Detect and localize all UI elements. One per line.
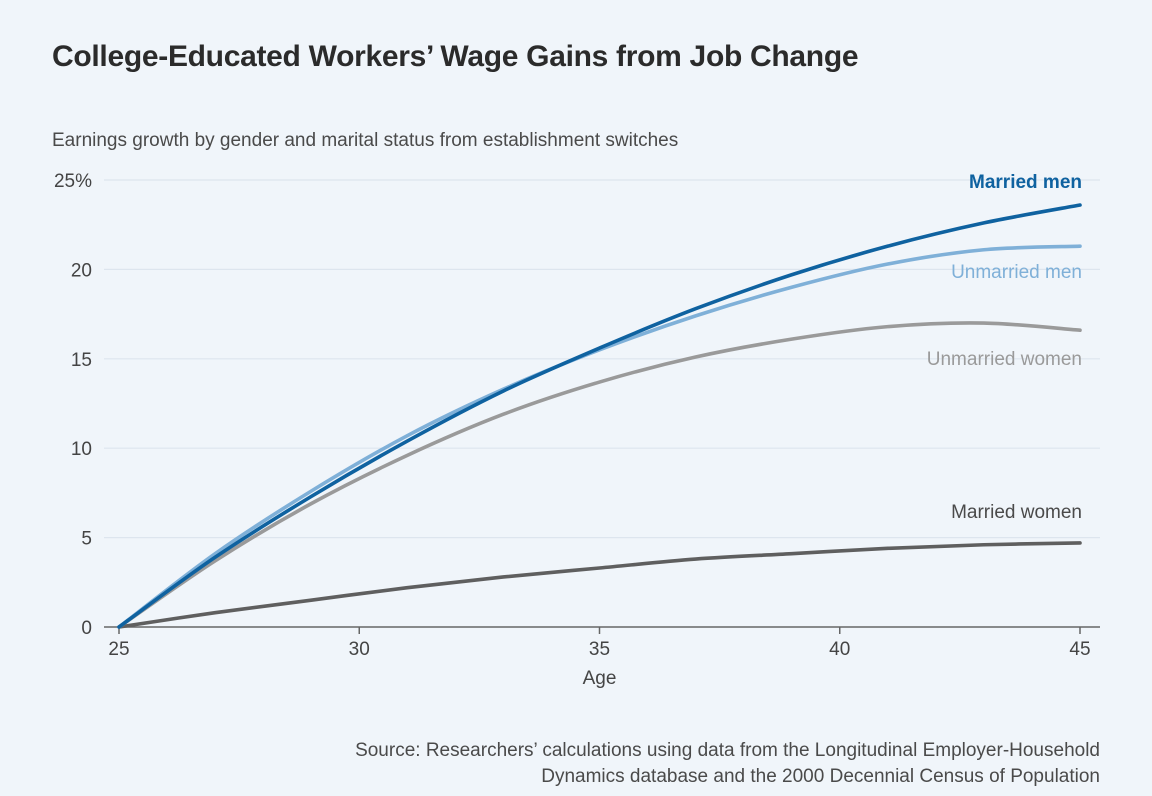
x-tick-label: 30 [349,639,370,660]
y-tick-label: 20 [71,260,92,281]
series-label-married-women: Married women [951,502,1082,523]
y-tick-label: 10 [71,439,92,460]
series-line-unmarried-men [117,244,1082,629]
series-label-unmarried-men: Unmarried men [951,262,1082,283]
series-line-unmarried-women [117,321,1082,629]
chart-title: College-Educated Workers’ Wage Gains fro… [52,40,859,73]
chart-subtitle: Earnings growth by gender and marital st… [52,130,679,151]
source-line-1: Source: Researchers’ calculations using … [355,740,1100,761]
series-line-married-women [117,541,1082,629]
source-note: Source: Researchers’ calculations using … [200,738,1100,790]
x-axis: 25 30 35 40 45 Age [104,626,1100,689]
x-axis-label: Age [583,668,617,689]
x-tick-label: 40 [829,639,850,660]
x-tick-label: 35 [589,639,610,660]
y-axis: 0 5 10 15 20 25% [54,171,92,639]
y-tick-label: 0 [81,618,92,639]
series-label-married-men: Married men [969,172,1082,193]
y-tick-label: 25% [54,171,92,192]
series-labels: Married men Unmarried men Unmarried women M… [927,172,1082,523]
x-tick-label: 45 [1069,639,1090,660]
grid-lines [104,179,1100,539]
y-tick-label: 15 [71,350,92,371]
source-line-2: Dynamics database and the 2000 Decennial… [541,766,1100,787]
series-line-married-men [117,203,1082,629]
series-lines [117,203,1082,629]
series-label-unmarried-women: Unmarried women [927,349,1082,370]
y-tick-label: 5 [81,529,92,550]
x-tick-label: 25 [108,639,129,660]
